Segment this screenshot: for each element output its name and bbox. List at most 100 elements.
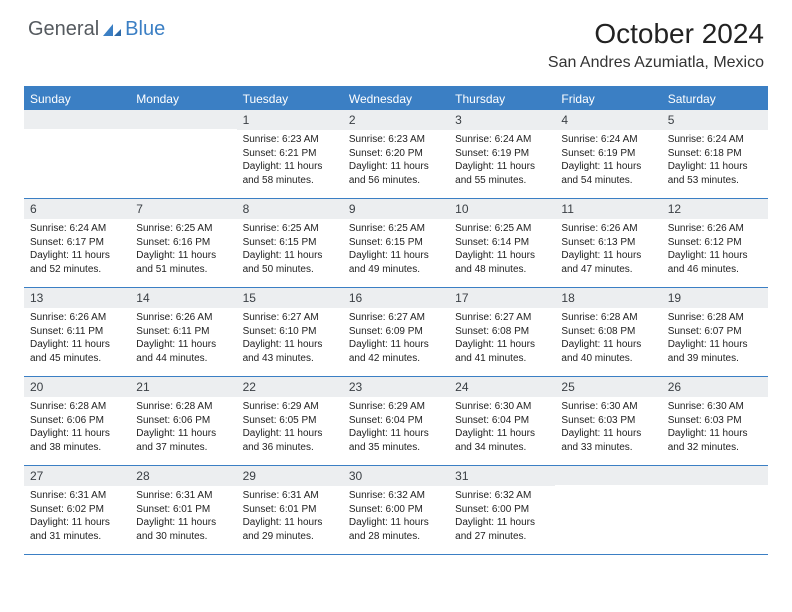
day-details: Sunrise: 6:27 AMSunset: 6:08 PMDaylight:…	[449, 308, 555, 369]
week-row: 13Sunrise: 6:26 AMSunset: 6:11 PMDayligh…	[24, 288, 768, 377]
day-cell: 16Sunrise: 6:27 AMSunset: 6:09 PMDayligh…	[343, 288, 449, 376]
day-number: 13	[24, 288, 130, 308]
day-cell: 10Sunrise: 6:25 AMSunset: 6:14 PMDayligh…	[449, 199, 555, 287]
day-details: Sunrise: 6:26 AMSunset: 6:12 PMDaylight:…	[662, 219, 768, 280]
location-subtitle: San Andres Azumiatla, Mexico	[548, 54, 764, 72]
day-details: Sunrise: 6:24 AMSunset: 6:17 PMDaylight:…	[24, 219, 130, 280]
day-cell: 3Sunrise: 6:24 AMSunset: 6:19 PMDaylight…	[449, 110, 555, 198]
day-cell: 20Sunrise: 6:28 AMSunset: 6:06 PMDayligh…	[24, 377, 130, 465]
day-cell: 11Sunrise: 6:26 AMSunset: 6:13 PMDayligh…	[555, 199, 661, 287]
day-number: 9	[343, 199, 449, 219]
day-details: Sunrise: 6:32 AMSunset: 6:00 PMDaylight:…	[343, 486, 449, 547]
day-cell: 22Sunrise: 6:29 AMSunset: 6:05 PMDayligh…	[237, 377, 343, 465]
day-details: Sunrise: 6:29 AMSunset: 6:04 PMDaylight:…	[343, 397, 449, 458]
weekday-label: Wednesday	[343, 88, 449, 110]
page-header: General Blue October 2024 San Andres Azu…	[0, 0, 792, 80]
calendar: SundayMondayTuesdayWednesdayThursdayFrid…	[24, 86, 768, 555]
day-details: Sunrise: 6:25 AMSunset: 6:16 PMDaylight:…	[130, 219, 236, 280]
day-cell: 21Sunrise: 6:28 AMSunset: 6:06 PMDayligh…	[130, 377, 236, 465]
day-number: 23	[343, 377, 449, 397]
day-number: 16	[343, 288, 449, 308]
day-cell: 2Sunrise: 6:23 AMSunset: 6:20 PMDaylight…	[343, 110, 449, 198]
day-number: 28	[130, 466, 236, 486]
day-details: Sunrise: 6:32 AMSunset: 6:00 PMDaylight:…	[449, 486, 555, 547]
day-details: Sunrise: 6:27 AMSunset: 6:10 PMDaylight:…	[237, 308, 343, 369]
day-details: Sunrise: 6:31 AMSunset: 6:02 PMDaylight:…	[24, 486, 130, 547]
day-details: Sunrise: 6:28 AMSunset: 6:06 PMDaylight:…	[24, 397, 130, 458]
day-details: Sunrise: 6:25 AMSunset: 6:15 PMDaylight:…	[343, 219, 449, 280]
day-cell: 17Sunrise: 6:27 AMSunset: 6:08 PMDayligh…	[449, 288, 555, 376]
weekday-label: Tuesday	[237, 88, 343, 110]
day-number: 1	[237, 110, 343, 130]
day-details: Sunrise: 6:25 AMSunset: 6:14 PMDaylight:…	[449, 219, 555, 280]
weekday-label: Friday	[555, 88, 661, 110]
day-number: 18	[555, 288, 661, 308]
day-number: 11	[555, 199, 661, 219]
day-number: 3	[449, 110, 555, 130]
empty-day-header	[555, 466, 661, 485]
empty-day-header	[662, 466, 768, 485]
day-details: Sunrise: 6:30 AMSunset: 6:04 PMDaylight:…	[449, 397, 555, 458]
empty-day-header	[24, 110, 130, 129]
day-cell: 18Sunrise: 6:28 AMSunset: 6:08 PMDayligh…	[555, 288, 661, 376]
day-details: Sunrise: 6:30 AMSunset: 6:03 PMDaylight:…	[662, 397, 768, 458]
logo-text-general: General	[28, 18, 99, 41]
day-number: 24	[449, 377, 555, 397]
day-cell: 15Sunrise: 6:27 AMSunset: 6:10 PMDayligh…	[237, 288, 343, 376]
day-number: 6	[24, 199, 130, 219]
day-number: 4	[555, 110, 661, 130]
day-number: 30	[343, 466, 449, 486]
day-details: Sunrise: 6:24 AMSunset: 6:18 PMDaylight:…	[662, 130, 768, 191]
day-number: 19	[662, 288, 768, 308]
week-row: 6Sunrise: 6:24 AMSunset: 6:17 PMDaylight…	[24, 199, 768, 288]
day-cell: 24Sunrise: 6:30 AMSunset: 6:04 PMDayligh…	[449, 377, 555, 465]
weekday-header-row: SundayMondayTuesdayWednesdayThursdayFrid…	[24, 88, 768, 110]
weekday-label: Saturday	[662, 88, 768, 110]
day-details: Sunrise: 6:24 AMSunset: 6:19 PMDaylight:…	[449, 130, 555, 191]
day-details: Sunrise: 6:23 AMSunset: 6:20 PMDaylight:…	[343, 130, 449, 191]
day-details: Sunrise: 6:29 AMSunset: 6:05 PMDaylight:…	[237, 397, 343, 458]
day-details: Sunrise: 6:30 AMSunset: 6:03 PMDaylight:…	[555, 397, 661, 458]
day-number: 26	[662, 377, 768, 397]
day-cell: 23Sunrise: 6:29 AMSunset: 6:04 PMDayligh…	[343, 377, 449, 465]
day-cell: 12Sunrise: 6:26 AMSunset: 6:12 PMDayligh…	[662, 199, 768, 287]
day-number: 17	[449, 288, 555, 308]
day-number: 10	[449, 199, 555, 219]
day-number: 25	[555, 377, 661, 397]
day-details: Sunrise: 6:31 AMSunset: 6:01 PMDaylight:…	[237, 486, 343, 547]
weekday-label: Thursday	[449, 88, 555, 110]
day-cell: 30Sunrise: 6:32 AMSunset: 6:00 PMDayligh…	[343, 466, 449, 554]
day-cell: 8Sunrise: 6:25 AMSunset: 6:15 PMDaylight…	[237, 199, 343, 287]
week-row: 27Sunrise: 6:31 AMSunset: 6:02 PMDayligh…	[24, 466, 768, 555]
page-title: October 2024	[548, 18, 764, 50]
calendar-body: 1Sunrise: 6:23 AMSunset: 6:21 PMDaylight…	[24, 110, 768, 555]
day-number: 29	[237, 466, 343, 486]
day-cell: 4Sunrise: 6:24 AMSunset: 6:19 PMDaylight…	[555, 110, 661, 198]
day-cell: 14Sunrise: 6:26 AMSunset: 6:11 PMDayligh…	[130, 288, 236, 376]
day-cell: 29Sunrise: 6:31 AMSunset: 6:01 PMDayligh…	[237, 466, 343, 554]
day-details: Sunrise: 6:23 AMSunset: 6:21 PMDaylight:…	[237, 130, 343, 191]
day-details: Sunrise: 6:28 AMSunset: 6:08 PMDaylight:…	[555, 308, 661, 369]
day-details: Sunrise: 6:27 AMSunset: 6:09 PMDaylight:…	[343, 308, 449, 369]
day-number: 31	[449, 466, 555, 486]
day-cell	[662, 466, 768, 554]
day-cell: 5Sunrise: 6:24 AMSunset: 6:18 PMDaylight…	[662, 110, 768, 198]
logo-sail-icon	[101, 21, 123, 39]
day-cell: 28Sunrise: 6:31 AMSunset: 6:01 PMDayligh…	[130, 466, 236, 554]
day-number: 27	[24, 466, 130, 486]
day-details: Sunrise: 6:26 AMSunset: 6:11 PMDaylight:…	[130, 308, 236, 369]
day-cell	[555, 466, 661, 554]
empty-day-header	[130, 110, 236, 129]
day-details: Sunrise: 6:31 AMSunset: 6:01 PMDaylight:…	[130, 486, 236, 547]
day-cell: 13Sunrise: 6:26 AMSunset: 6:11 PMDayligh…	[24, 288, 130, 376]
day-details: Sunrise: 6:26 AMSunset: 6:11 PMDaylight:…	[24, 308, 130, 369]
day-cell: 7Sunrise: 6:25 AMSunset: 6:16 PMDaylight…	[130, 199, 236, 287]
day-cell: 1Sunrise: 6:23 AMSunset: 6:21 PMDaylight…	[237, 110, 343, 198]
week-row: 1Sunrise: 6:23 AMSunset: 6:21 PMDaylight…	[24, 110, 768, 199]
day-details: Sunrise: 6:26 AMSunset: 6:13 PMDaylight:…	[555, 219, 661, 280]
day-cell: 6Sunrise: 6:24 AMSunset: 6:17 PMDaylight…	[24, 199, 130, 287]
day-number: 7	[130, 199, 236, 219]
day-cell: 27Sunrise: 6:31 AMSunset: 6:02 PMDayligh…	[24, 466, 130, 554]
logo-text-blue: Blue	[125, 18, 165, 41]
day-number: 20	[24, 377, 130, 397]
